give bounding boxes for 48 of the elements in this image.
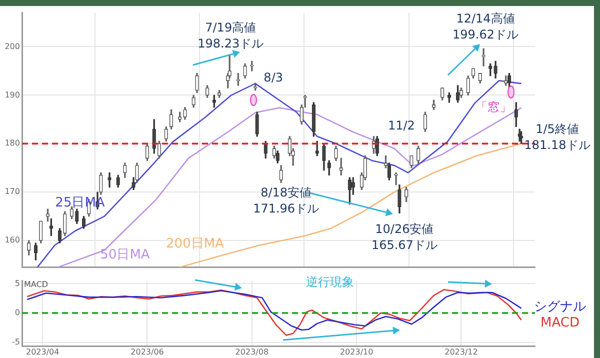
candlestick <box>82 216 86 229</box>
candlestick <box>108 172 112 188</box>
candlestick <box>459 88 464 98</box>
y-tick-label: 200 <box>4 42 20 51</box>
y-tick-label: 5 <box>14 278 20 288</box>
candlestick <box>205 85 210 98</box>
candlestick <box>519 131 524 144</box>
candlestick <box>507 73 512 88</box>
candlestick <box>46 208 50 222</box>
x-tick-label: 2023/12 <box>444 347 478 356</box>
chart-title: MACD <box>24 280 48 289</box>
candlestick <box>348 177 352 205</box>
y-tick-label: -5 <box>12 337 20 346</box>
y-tick-label: 170 <box>4 187 20 196</box>
annotation: 8/3 <box>264 70 283 84</box>
candlestick <box>384 155 388 168</box>
candlestick <box>217 90 222 98</box>
candlestick <box>58 228 62 244</box>
annotation: 10/26安値 165.67ドル <box>371 222 438 252</box>
annotation: 12/14高値 199.62ドル <box>452 12 519 42</box>
candlestick <box>471 68 476 79</box>
series-label: MACD <box>540 315 580 330</box>
series-label: 200日MA <box>166 236 224 252</box>
x-tick-label: 2023/08 <box>235 347 269 356</box>
x-tick-label: 2023/06 <box>130 347 164 356</box>
annotation: 8/18安値 171.96ドル <box>253 186 320 216</box>
annotation: 1/5終値 181.18ドル <box>524 122 590 152</box>
series-label: シグナル <box>534 299 586 314</box>
x-tick-label: 2023/10 <box>340 347 374 356</box>
x-tick-label: 2023/04 <box>26 347 60 356</box>
y-tick-label: 0 <box>14 308 20 318</box>
annotation: 7/19高値 198.23ドル <box>198 20 264 50</box>
y-tick-label: 190 <box>4 90 20 100</box>
y-tick-label: 180 <box>4 138 20 148</box>
candlestick <box>423 112 428 132</box>
candlestick <box>157 140 162 158</box>
candlestick <box>456 85 460 103</box>
candlestick <box>34 242 38 260</box>
candlestick <box>272 146 276 158</box>
candlestick <box>169 109 174 130</box>
candlestick <box>70 206 74 220</box>
annotation: 「窓」 <box>476 100 512 114</box>
candlestick <box>145 143 150 161</box>
candlestick <box>432 100 436 110</box>
annotation: 11/2 <box>388 118 415 132</box>
annotation: 逆行現象 <box>306 275 354 290</box>
y-tick-label: 160 <box>4 236 20 245</box>
candlestick <box>447 92 452 103</box>
